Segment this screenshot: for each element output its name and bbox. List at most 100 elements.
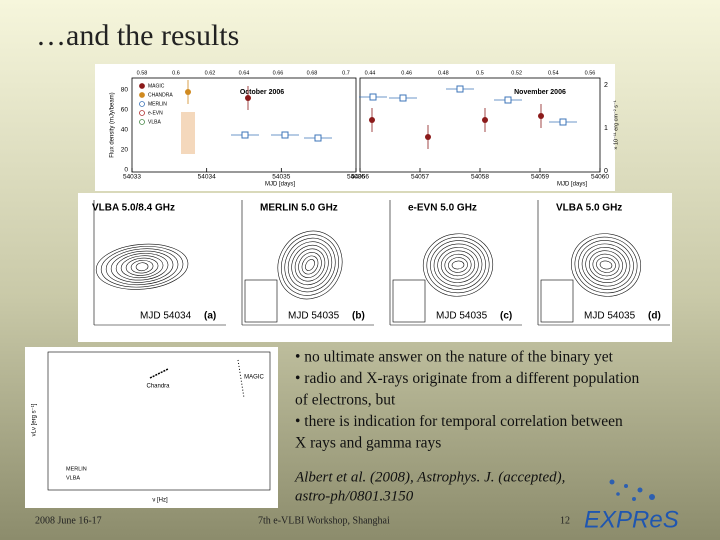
y-tick-label: 20: [121, 147, 129, 154]
x-tick-label: 54036: [347, 174, 365, 181]
marker: [185, 89, 191, 95]
y2-tick-label: 1: [604, 125, 608, 132]
slide-title: …and the results: [36, 19, 239, 52]
contour: [301, 255, 319, 275]
marker: [456, 85, 464, 93]
legend-symbol: [139, 101, 145, 107]
marker: [314, 134, 322, 142]
marker: [425, 134, 431, 140]
contour: [588, 250, 624, 280]
y-tick-label: 0: [124, 167, 128, 174]
phase-tick-label: 0.5: [476, 70, 484, 76]
marker: [369, 117, 375, 123]
legend-label: MAGIC: [148, 83, 165, 89]
x-tick-label: 54059: [531, 174, 549, 181]
citation: Albert et al. (2008), Astrophys. J. (acc…: [294, 469, 565, 504]
x-axis-label: MJD [days]: [557, 182, 587, 188]
phase-tick-label: 0.7: [342, 70, 350, 76]
beam-box: [540, 279, 574, 323]
marker: [559, 118, 567, 126]
contour: [585, 247, 627, 283]
contour: [291, 244, 329, 286]
contour: [135, 262, 149, 272]
contour: [574, 236, 638, 294]
contour: [287, 241, 333, 289]
marker: [241, 131, 249, 139]
sed-label: Chandra: [146, 384, 170, 390]
legend-label: VLBA: [148, 119, 161, 125]
phase-tick-label: 0.46: [401, 70, 412, 76]
bullet-line: • no ultimate answer on the nature of th…: [295, 349, 614, 366]
plot-frame: [131, 77, 357, 173]
contour: [599, 260, 613, 270]
phase-tick-label: 0.56: [585, 70, 596, 76]
footer-page: 12: [560, 515, 570, 526]
contour: [571, 233, 641, 297]
phase-tick-label: 0.44: [365, 70, 376, 76]
y-tick-label: 60: [121, 107, 129, 114]
sed-points: [237, 359, 245, 399]
logo: EXPReS: [584, 506, 679, 533]
phase-tick-label: 0.6: [172, 70, 180, 76]
map-caption: MJD 54035: [584, 311, 636, 322]
contour: [451, 260, 465, 270]
logo-dots: [609, 479, 655, 501]
map-caption: MJD 54034: [140, 311, 192, 322]
map-tag: (a): [204, 311, 216, 322]
contour: [298, 252, 322, 278]
marker: [245, 95, 251, 101]
contour: [592, 253, 620, 277]
sed-x-label: ν [Hz]: [152, 498, 168, 504]
contour: [448, 257, 468, 273]
map-tag: (b): [352, 311, 365, 322]
marker: [399, 94, 407, 102]
contour: [433, 243, 483, 287]
phase-tick-label: 0.68: [307, 70, 318, 76]
footer-event: 7th e-VLBI Workshop, Shanghai: [258, 515, 390, 526]
map-caption: MJD 54035: [288, 311, 340, 322]
legend-label: MERLIN: [148, 101, 167, 107]
sed-legend: VLBA: [66, 475, 80, 481]
contour: [110, 250, 174, 283]
legend-label: CHANDRA: [148, 92, 173, 98]
map-title: VLBA 5.0/8.4 GHz: [92, 203, 175, 214]
legend-label: e-EVN: [148, 110, 163, 116]
bullet-list: • no ultimate answer on the nature of th…: [295, 349, 640, 452]
beam-box: [392, 279, 426, 323]
contour: [105, 248, 179, 286]
phase-tick-label: 0.48: [438, 70, 449, 76]
y-axis-label: Flux density (mJy/beam): [110, 92, 116, 157]
contour: [305, 259, 315, 271]
phase-tick-label: 0.52: [511, 70, 522, 76]
contour: [294, 248, 326, 282]
sed-y-label: νLν [erg s⁻¹]: [32, 403, 38, 436]
contour: [430, 240, 486, 290]
contour: [437, 247, 479, 283]
map-tag: (d): [648, 311, 661, 322]
x-tick-label: 54058: [471, 174, 489, 181]
x-tick-label: 54056: [351, 174, 369, 181]
legend-symbol: [139, 119, 145, 125]
legend-symbol: [139, 83, 145, 89]
map-tag: (c): [500, 311, 512, 322]
marker: [369, 93, 377, 101]
y2-tick-label: 2: [604, 82, 608, 89]
sed-frame: [47, 351, 271, 491]
x-tick-label: 54033: [123, 174, 141, 181]
contour: [426, 236, 490, 294]
contour: [281, 234, 339, 296]
highlight-band: [181, 112, 195, 154]
bullet-line: X rays and gamma rays: [295, 435, 441, 452]
contour: [100, 246, 184, 288]
map-title: VLBA 5.0 GHz: [556, 203, 622, 214]
marker: [504, 96, 512, 104]
y2-axis-label: × 10⁻¹¹ erg cm⁻² s⁻¹: [613, 100, 619, 150]
contour: [422, 233, 494, 297]
legend-symbol: [139, 92, 145, 98]
contour: [130, 260, 154, 274]
y-tick-label: 80: [121, 87, 129, 94]
phase-tick-label: 0.64: [239, 70, 250, 76]
footer-date: 2008 June 16-17: [35, 515, 102, 526]
beam-box: [244, 279, 278, 323]
